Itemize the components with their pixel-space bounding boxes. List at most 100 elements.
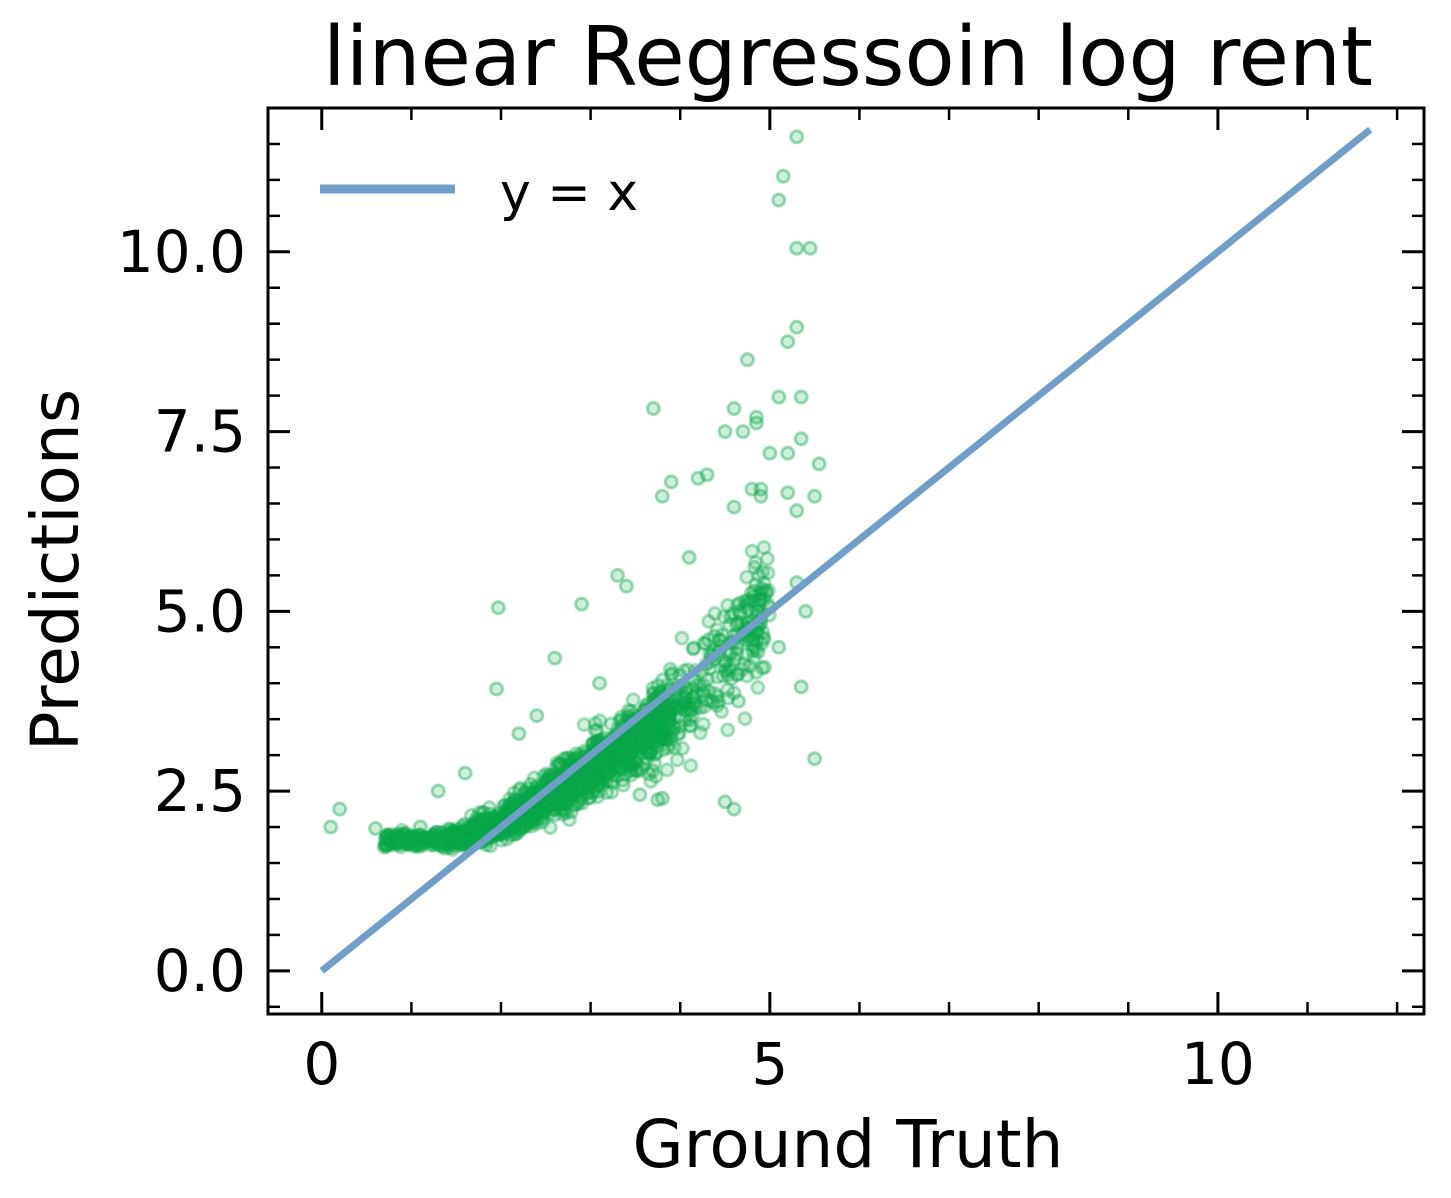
scatter-point (687, 643, 699, 655)
legend-label-y-equals-x: y = x (500, 163, 638, 223)
scatter-point-outlier (491, 683, 503, 695)
scatter-point-outlier (378, 841, 390, 853)
scatter-point (752, 682, 764, 694)
scatter-point-outlier (764, 447, 776, 459)
scatter-point (594, 715, 606, 727)
scatter-point (676, 742, 688, 754)
scatter-point (624, 751, 636, 763)
scatter-point-outlier (513, 728, 525, 740)
scatter-point (731, 599, 743, 611)
scatter-point (698, 679, 710, 691)
scatter-point-outlier (800, 605, 812, 617)
scatter-point (523, 811, 535, 823)
scatter-point-outlier (809, 753, 821, 765)
scatter-point-outlier (782, 336, 794, 348)
scatter-point (757, 631, 769, 643)
scatter-point (685, 760, 697, 772)
scatter-point-outlier (665, 476, 677, 488)
scatter-point (702, 634, 714, 646)
scatter-point-outlier (791, 505, 803, 517)
x-tick-label: 0 (303, 1030, 340, 1098)
legend: y = x (320, 163, 638, 223)
x-axis-label: Ground Truth (632, 1106, 1063, 1183)
scatter-point (760, 585, 772, 597)
scatter-point (579, 783, 591, 795)
scatter-point (756, 662, 768, 674)
scatter-point (750, 557, 762, 569)
scatter-point-outlier (809, 490, 821, 502)
scatter-point-outlier (773, 391, 785, 403)
scatter-point (730, 619, 742, 631)
y-tick-label: 7.5 (154, 398, 246, 466)
scatter-point-outlier (656, 792, 668, 804)
scatter-point-outlier (414, 821, 426, 833)
scatter-point (758, 542, 770, 554)
scatter-point-outlier (370, 822, 382, 834)
scatter-point-outlier (432, 785, 444, 797)
series-line-y-equals-x (322, 130, 1370, 971)
scatter-point (430, 836, 442, 848)
scatter-point-outlier (741, 354, 753, 366)
scatter-point-outlier (791, 242, 803, 254)
scatter-point (739, 713, 751, 725)
scatter-point-outlier (325, 821, 337, 833)
scatter-point-outlier (755, 490, 767, 502)
scatter-point-outlier (813, 458, 825, 470)
scatter-point (688, 691, 700, 703)
scatter-point-outlier (782, 487, 794, 499)
scatter-point (471, 812, 483, 824)
scatter-point-outlier (728, 403, 740, 415)
scatter-point-outlier (719, 426, 731, 438)
scatter-point-outlier (728, 803, 740, 815)
scatter-point (462, 827, 474, 839)
scatter-point (538, 770, 550, 782)
y-tick-label: 10.0 (117, 218, 246, 286)
scatter-point-outlier (594, 677, 606, 689)
scatter-point-outlier (647, 403, 659, 415)
scatter-point (627, 694, 639, 706)
scatter-point-outlier (334, 803, 346, 815)
scatter-point (606, 758, 618, 770)
x-tick-label: 10 (1181, 1030, 1255, 1098)
scatter-point-outlier (634, 789, 646, 801)
scatter-point-outlier (611, 569, 623, 581)
axis-tick-labels: 0 5 100.02.55.07.510.0 (117, 218, 1255, 1098)
scatter-point (637, 733, 649, 745)
scatter-point (605, 775, 617, 787)
scatter-point (657, 674, 669, 686)
scatter-point (707, 697, 719, 709)
scatter-point (403, 836, 415, 848)
scatter-point (738, 658, 750, 670)
scatter-point (519, 787, 531, 799)
scatter-point (654, 715, 666, 727)
chart-title: linear Regressoin log rent (323, 10, 1373, 105)
scatter-point (645, 775, 657, 787)
scatter-point-outlier (804, 242, 816, 254)
scatter-point (617, 779, 629, 791)
scatter-point-outlier (795, 681, 807, 693)
scatter-point-outlier (773, 194, 785, 206)
scatter-point (443, 839, 455, 851)
scatter-point-outlier (750, 417, 762, 429)
scatter-point (566, 789, 578, 801)
scatter-point-outlier (459, 767, 471, 779)
scatter-point (697, 718, 709, 730)
scatter-point-outlier (782, 447, 794, 459)
scatter-point (703, 615, 715, 627)
scatter-points (325, 131, 825, 856)
y-tick-label: 0.0 (154, 937, 246, 1005)
scatter-point-outlier (656, 490, 668, 502)
scatter-point (553, 758, 565, 770)
scatter-point-outlier (732, 695, 744, 707)
scatter-point-outlier (795, 433, 807, 445)
scatter-point (719, 656, 731, 668)
scatter-point-outlier (728, 501, 740, 513)
scatter-point-outlier (701, 469, 713, 481)
scatter-point-outlier (576, 598, 588, 610)
scatter-point-outlier (791, 131, 803, 143)
scatter-point-outlier (773, 641, 785, 653)
scatter-point-outlier (795, 391, 807, 403)
scatter-point (718, 611, 730, 623)
scatter-point-outlier (492, 602, 504, 614)
